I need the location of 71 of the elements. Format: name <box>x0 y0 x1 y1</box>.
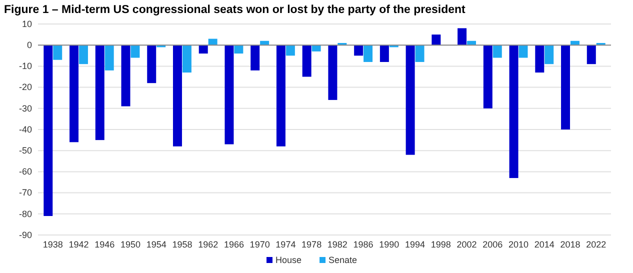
bar <box>53 45 62 60</box>
bar <box>406 45 415 155</box>
bar <box>224 45 234 144</box>
x-tick-label: 1946 <box>94 239 115 250</box>
bar <box>561 45 570 130</box>
y-tick-label: -10 <box>18 61 32 72</box>
bar <box>509 45 518 178</box>
bar <box>312 45 321 52</box>
y-tick-label: -90 <box>18 230 32 240</box>
bar <box>586 45 596 64</box>
x-tick-label: 1970 <box>250 239 270 250</box>
y-tick-label: -80 <box>18 208 32 219</box>
x-tick-label: 1954 <box>146 239 166 250</box>
x-tick-label: 1994 <box>405 239 426 250</box>
y-tick-label: -60 <box>18 166 32 177</box>
y-tick-label: -70 <box>18 188 32 198</box>
bar <box>458 28 467 46</box>
x-tick-label: 1974 <box>276 239 296 250</box>
bar <box>250 45 260 70</box>
bar <box>415 45 424 62</box>
y-tick-label: 0 <box>26 40 32 50</box>
x-tick-label: 2014 <box>534 239 554 250</box>
x-tick-label: 1998 <box>430 239 451 250</box>
y-tick-label: -20 <box>18 82 32 92</box>
bar <box>70 45 79 142</box>
bar <box>182 45 192 73</box>
bar <box>104 45 114 70</box>
bar <box>121 45 130 106</box>
bar <box>44 45 53 216</box>
y-tick-label: -30 <box>18 103 32 114</box>
bar <box>286 45 295 56</box>
bar <box>147 45 156 84</box>
legend-label: Senate <box>328 255 358 265</box>
x-tick-label: 1990 <box>379 239 400 250</box>
x-tick-label: 1978 <box>302 239 322 250</box>
bar <box>432 34 441 46</box>
x-tick-label: 1962 <box>198 239 218 250</box>
bar <box>172 45 182 146</box>
x-tick-label: 2002 <box>456 239 477 250</box>
bar <box>518 45 528 58</box>
x-tick-label: 1966 <box>224 239 244 250</box>
bar <box>328 45 338 100</box>
x-tick-label: 1942 <box>68 239 89 250</box>
y-tick-label: -50 <box>18 145 32 156</box>
bar <box>78 45 88 64</box>
bar <box>544 45 554 64</box>
x-tick-label: 2006 <box>482 239 503 250</box>
bar <box>364 45 373 62</box>
x-tick-label: 1950 <box>120 239 140 250</box>
bar <box>95 45 104 140</box>
bar <box>483 45 492 108</box>
bar <box>130 45 140 58</box>
chart-title: Figure 1 – Mid-term US congressional seats won or lost by the party of the president <box>4 4 466 16</box>
bar <box>492 45 502 58</box>
x-tick-label: 1938 <box>42 239 63 250</box>
x-tick-label: 2018 <box>560 239 580 250</box>
x-tick-label: 1986 <box>353 239 374 250</box>
bar <box>380 45 389 62</box>
y-tick-label: -40 <box>18 124 32 134</box>
bar <box>276 45 286 146</box>
bar <box>354 45 364 56</box>
bar <box>302 45 312 77</box>
x-tick-label: 2010 <box>508 239 529 250</box>
y-tick-label: 10 <box>22 18 32 29</box>
x-tick-label: 1982 <box>327 239 348 250</box>
legend-label: House <box>276 255 302 265</box>
bar <box>234 45 244 54</box>
bar <box>535 45 544 73</box>
x-tick-label: 2022 <box>586 239 606 250</box>
x-tick-label: 1958 <box>172 239 192 250</box>
bar <box>198 45 208 54</box>
